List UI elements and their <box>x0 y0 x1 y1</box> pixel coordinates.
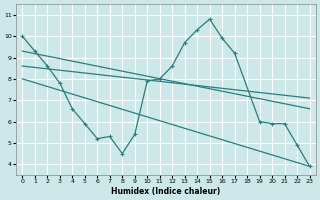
X-axis label: Humidex (Indice chaleur): Humidex (Indice chaleur) <box>111 187 220 196</box>
